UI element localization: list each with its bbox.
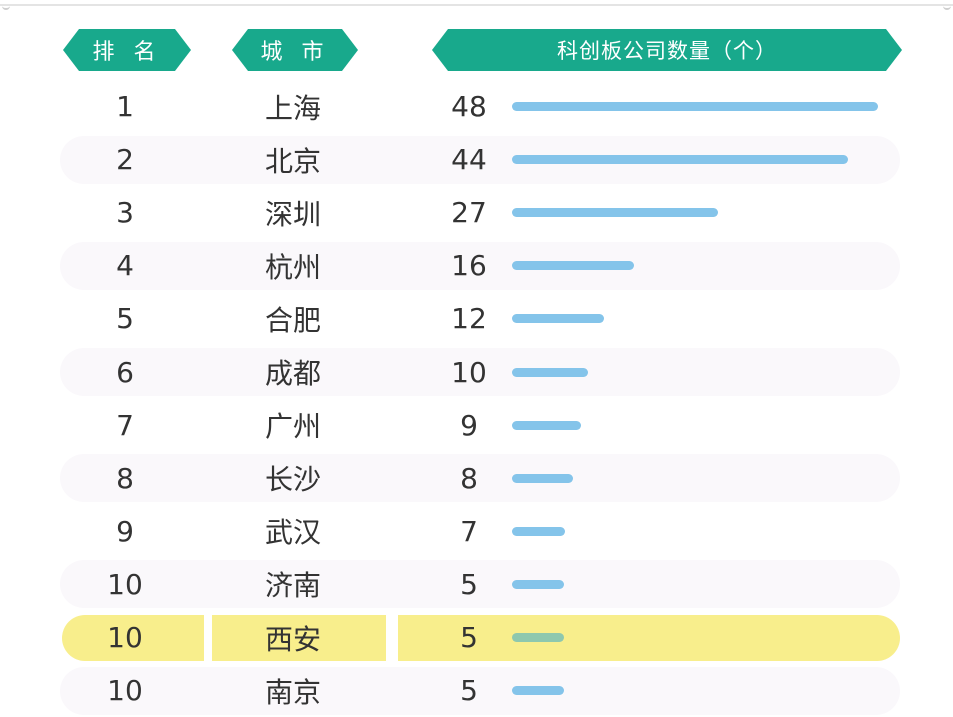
- rank-cell: 5: [116, 302, 134, 336]
- value-label: 12: [451, 302, 487, 336]
- value-label: 7: [460, 514, 478, 548]
- rank-cell: 1: [116, 90, 134, 123]
- city-label: 武汉: [264, 516, 321, 550]
- rank-header: 排 名: [63, 29, 191, 71]
- row-stripe: [60, 560, 900, 609]
- city-label: 杭州: [264, 250, 321, 284]
- city-label: 广州: [264, 410, 321, 444]
- city-label: 成都: [264, 357, 321, 390]
- row-stripe: [60, 348, 900, 396]
- bar: [512, 208, 718, 218]
- bar: [512, 473, 573, 483]
- bar: [512, 314, 604, 324]
- value-label: 5: [460, 674, 478, 708]
- city-label: 西安: [264, 622, 321, 656]
- city-label: 深圳: [264, 197, 321, 231]
- value-label: 5: [460, 567, 478, 601]
- value-label: 9: [460, 408, 478, 442]
- rank-cell: 6: [116, 355, 134, 389]
- rank-cell: 10: [107, 674, 143, 708]
- rank-cell: 10: [107, 567, 143, 601]
- rank-cell: 8: [116, 461, 134, 495]
- value-label: 27: [451, 196, 487, 230]
- city-label: 济南: [264, 569, 321, 603]
- highlight-segment: [398, 614, 900, 661]
- city-header: 城 市: [232, 29, 358, 71]
- rank-cell: 7: [116, 408, 134, 442]
- city-label: 北京: [264, 144, 321, 178]
- value-label: 44: [451, 143, 487, 177]
- top-edge-line: [0, 0, 953, 6]
- rank-cell: 2: [116, 143, 134, 177]
- top-right-corner: [943, 0, 951, 10]
- bar: [512, 526, 566, 536]
- highlight-segment: [212, 614, 386, 661]
- highlight-segment: [62, 614, 204, 661]
- bar: [512, 367, 589, 377]
- count-header: 科创板公司数量（个）: [432, 29, 902, 71]
- rank-cell: 4: [116, 249, 134, 283]
- bar: [512, 261, 634, 271]
- rank-cell: 3: [116, 196, 134, 230]
- top-left-corner: [2, 0, 10, 10]
- row-stripe: [60, 454, 900, 503]
- rank-cell: 10: [107, 621, 143, 654]
- bar: [512, 155, 848, 165]
- value-label: 16: [451, 249, 487, 283]
- row-stripe: [60, 666, 900, 715]
- bar: [512, 633, 564, 642]
- city-label: 南京: [264, 675, 321, 709]
- value-label: 48: [451, 90, 487, 123]
- row-stripe: [60, 241, 900, 290]
- city-label: 合肥: [264, 303, 321, 337]
- value-label: 8: [460, 461, 478, 495]
- bar: [512, 102, 878, 111]
- value-label: 10: [451, 355, 487, 389]
- bar: [512, 686, 564, 696]
- city-label: 长沙: [264, 463, 321, 497]
- bar: [512, 579, 564, 589]
- city-label: 上海: [264, 91, 321, 125]
- bar: [512, 420, 581, 430]
- rank-cell: 9: [116, 514, 134, 548]
- value-label: 5: [460, 621, 478, 654]
